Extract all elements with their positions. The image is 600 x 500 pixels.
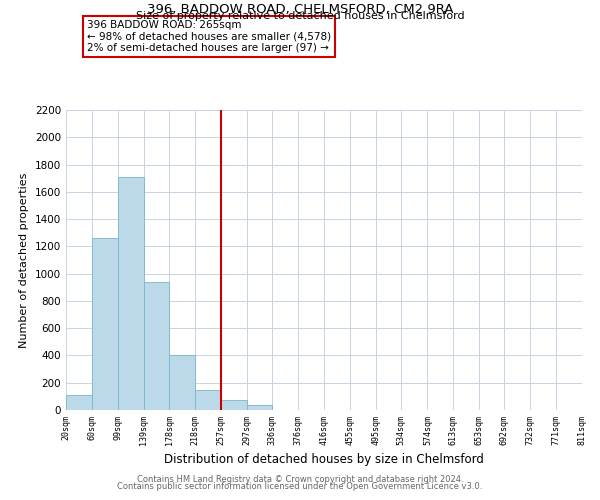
Text: Contains HM Land Registry data © Crown copyright and database right 2024.: Contains HM Land Registry data © Crown c… [137, 475, 463, 484]
X-axis label: Distribution of detached houses by size in Chelmsford: Distribution of detached houses by size … [164, 453, 484, 466]
Bar [169, 356, 195, 410]
Bar [247, 405, 272, 410]
Bar [143, 282, 169, 410]
Bar [118, 177, 143, 410]
Text: 396 BADDOW ROAD: 265sqm
← 98% of detached houses are smaller (4,578)
2% of semi-: 396 BADDOW ROAD: 265sqm ← 98% of detache… [87, 20, 331, 53]
Bar [195, 390, 221, 410]
Bar [221, 400, 247, 410]
Text: Size of property relative to detached houses in Chelmsford: Size of property relative to detached ho… [136, 11, 464, 21]
Y-axis label: Number of detached properties: Number of detached properties [19, 172, 29, 348]
Text: 396, BADDOW ROAD, CHELMSFORD, CM2 9RA: 396, BADDOW ROAD, CHELMSFORD, CM2 9RA [147, 2, 453, 16]
Bar [66, 395, 92, 410]
Bar [92, 238, 118, 410]
Text: Contains public sector information licensed under the Open Government Licence v3: Contains public sector information licen… [118, 482, 482, 491]
